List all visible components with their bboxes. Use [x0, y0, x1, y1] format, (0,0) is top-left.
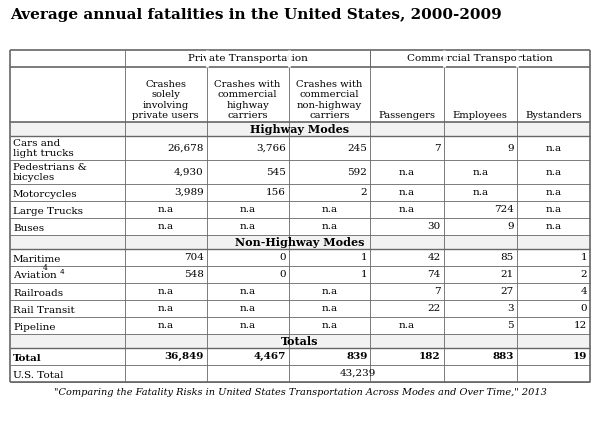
Text: n.a: n.a — [322, 321, 338, 330]
Text: Total: Total — [13, 354, 41, 363]
Text: Highway Modes: Highway Modes — [250, 124, 350, 135]
Text: Totals: Totals — [281, 335, 319, 347]
Text: Crashes with
commercial
non-highway
carriers: Crashes with commercial non-highway carr… — [296, 80, 362, 120]
Text: n.a: n.a — [239, 304, 256, 313]
Text: 3,766: 3,766 — [256, 143, 286, 153]
Text: 74: 74 — [427, 270, 440, 279]
Text: 5: 5 — [507, 321, 514, 330]
Text: Average annual fatalities in the United States, 2000-2009: Average annual fatalities in the United … — [10, 8, 502, 22]
Text: Bystanders: Bystanders — [525, 111, 582, 120]
Text: n.a: n.a — [472, 168, 488, 176]
Text: n.a: n.a — [399, 321, 415, 330]
Text: Crashes with
commercial
highway
carriers: Crashes with commercial highway carriers — [214, 80, 281, 120]
Text: 2: 2 — [580, 270, 587, 279]
Text: 12: 12 — [574, 321, 587, 330]
Text: 704: 704 — [184, 253, 203, 262]
Text: 1: 1 — [580, 253, 587, 262]
Text: Cars and
light trucks: Cars and light trucks — [13, 139, 74, 158]
Text: 1: 1 — [361, 253, 367, 262]
Text: n.a: n.a — [322, 205, 338, 214]
Text: 245: 245 — [347, 143, 367, 153]
Text: n.a: n.a — [399, 205, 415, 214]
Text: n.a: n.a — [545, 143, 562, 153]
Text: "Comparing the Fatality Risks in United States Transportation Across Modes and O: "Comparing the Fatality Risks in United … — [53, 388, 547, 397]
Text: 22: 22 — [427, 304, 440, 313]
Text: Aviation $^4$: Aviation $^4$ — [13, 267, 66, 281]
Text: 85: 85 — [500, 253, 514, 262]
Text: 19: 19 — [572, 352, 587, 361]
Text: Railroads: Railroads — [13, 289, 63, 298]
Text: n.a: n.a — [399, 188, 415, 197]
Text: n.a: n.a — [545, 168, 562, 176]
Text: 1: 1 — [361, 270, 367, 279]
Text: 36,849: 36,849 — [164, 352, 203, 361]
Text: 156: 156 — [266, 188, 286, 197]
Text: n.a: n.a — [158, 205, 174, 214]
Text: 4,930: 4,930 — [174, 168, 203, 176]
Text: n.a: n.a — [322, 222, 338, 231]
Text: Pedestrians &
bicycles: Pedestrians & bicycles — [13, 163, 87, 182]
Text: n.a: n.a — [545, 188, 562, 197]
Text: n.a: n.a — [472, 188, 488, 197]
Text: Non-Highway Modes: Non-Highway Modes — [235, 237, 365, 247]
Text: 42: 42 — [427, 253, 440, 262]
Text: 592: 592 — [347, 168, 367, 176]
Text: n.a: n.a — [322, 304, 338, 313]
Text: Crashes
solely
involving
private users: Crashes solely involving private users — [133, 80, 199, 120]
Text: 9: 9 — [507, 143, 514, 153]
Text: Private Transportation: Private Transportation — [188, 54, 308, 63]
Text: Passengers: Passengers — [379, 111, 436, 120]
Text: 9: 9 — [507, 222, 514, 231]
Text: 0: 0 — [279, 253, 286, 262]
Text: n.a: n.a — [158, 321, 174, 330]
Text: n.a: n.a — [545, 222, 562, 231]
Text: Pipeline: Pipeline — [13, 323, 56, 332]
Text: 43,239: 43,239 — [339, 369, 376, 378]
Text: Maritime: Maritime — [13, 255, 61, 264]
Bar — [11, 122, 589, 136]
Text: 2: 2 — [361, 188, 367, 197]
Text: Buses: Buses — [13, 224, 44, 233]
Text: 883: 883 — [493, 352, 514, 361]
Text: 724: 724 — [494, 205, 514, 214]
Text: 21: 21 — [500, 270, 514, 279]
Text: n.a: n.a — [239, 205, 256, 214]
Text: 839: 839 — [346, 352, 367, 361]
Text: n.a: n.a — [322, 287, 338, 296]
Text: 3: 3 — [507, 304, 514, 313]
Text: n.a: n.a — [545, 205, 562, 214]
Text: 3,989: 3,989 — [174, 188, 203, 197]
Text: n.a: n.a — [158, 222, 174, 231]
Text: 7: 7 — [434, 143, 440, 153]
Text: 545: 545 — [266, 168, 286, 176]
Text: Rail Transit: Rail Transit — [13, 306, 75, 315]
Text: 26,678: 26,678 — [167, 143, 203, 153]
Text: Commercial Transportation: Commercial Transportation — [407, 54, 553, 63]
Text: Large Trucks: Large Trucks — [13, 207, 83, 216]
Text: n.a: n.a — [239, 321, 256, 330]
Text: n.a: n.a — [399, 168, 415, 176]
Bar — [11, 235, 589, 249]
Text: 4: 4 — [580, 287, 587, 296]
Text: n.a: n.a — [158, 304, 174, 313]
Bar — [11, 334, 589, 348]
Text: 4,467: 4,467 — [253, 352, 286, 361]
Text: 4: 4 — [43, 264, 48, 272]
Text: 548: 548 — [184, 270, 203, 279]
Text: 30: 30 — [427, 222, 440, 231]
Text: Motorcycles: Motorcycles — [13, 190, 77, 199]
Text: 27: 27 — [500, 287, 514, 296]
Text: n.a: n.a — [239, 222, 256, 231]
Text: n.a: n.a — [158, 287, 174, 296]
Text: Employees: Employees — [453, 111, 508, 120]
Text: 182: 182 — [419, 352, 440, 361]
Text: U.S. Total: U.S. Total — [13, 371, 64, 380]
Text: 0: 0 — [580, 304, 587, 313]
Text: 0: 0 — [279, 270, 286, 279]
Text: n.a: n.a — [239, 287, 256, 296]
Text: 7: 7 — [434, 287, 440, 296]
